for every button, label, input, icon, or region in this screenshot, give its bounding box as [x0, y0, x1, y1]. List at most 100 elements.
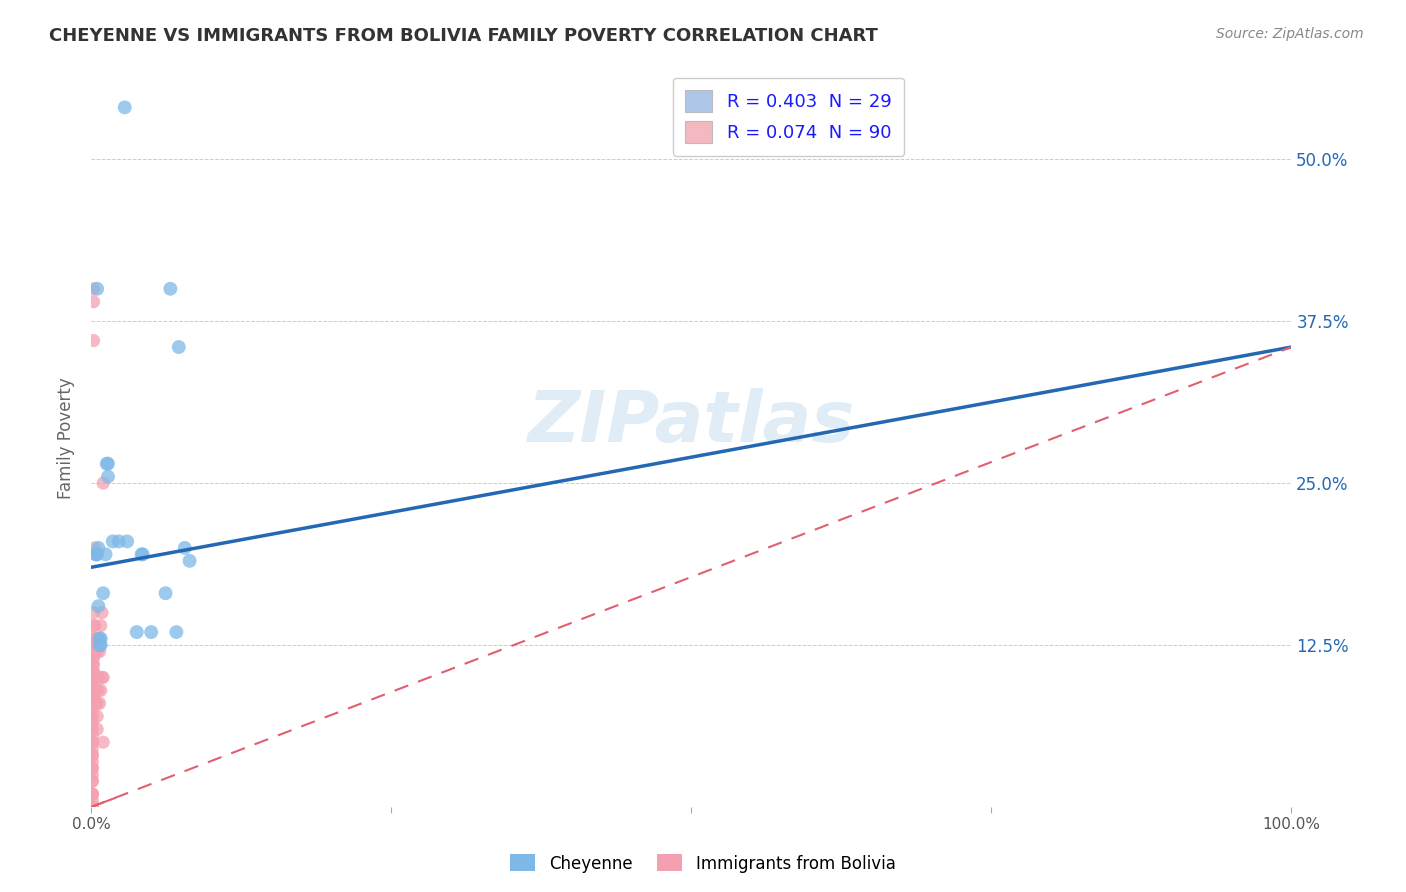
Point [167, 340, 190, 354]
Point [82, 800, 104, 814]
Point [83, 282, 105, 296]
Point [82, 709, 104, 723]
Point [155, 586, 177, 600]
Point [82, 800, 104, 814]
Point [131, 547, 153, 561]
Point [82, 800, 104, 814]
Text: Source: ZipAtlas.com: Source: ZipAtlas.com [1216, 27, 1364, 41]
Point [82, 800, 104, 814]
Point [84, 670, 107, 684]
Point [97, 469, 120, 483]
Point [141, 625, 163, 640]
Point [82, 800, 104, 814]
Point [87, 670, 110, 684]
Point [87, 541, 110, 555]
Point [82, 800, 104, 814]
Point [82, 709, 104, 723]
Point [83, 632, 105, 646]
Point [82, 729, 104, 743]
Point [82, 735, 104, 749]
Point [90, 683, 112, 698]
Point [82, 800, 104, 814]
Point [90, 618, 112, 632]
Point [82, 800, 104, 814]
Point [82, 800, 104, 814]
Point [173, 541, 195, 555]
Point [91, 670, 114, 684]
Point [91, 586, 114, 600]
Point [97, 457, 120, 471]
Point [82, 800, 104, 814]
Point [89, 696, 111, 710]
Point [82, 683, 104, 698]
Point [82, 696, 104, 710]
Point [107, 534, 129, 549]
Point [82, 800, 104, 814]
Point [90, 638, 112, 652]
Point [159, 282, 181, 296]
Text: CHEYENNE VS IMMIGRANTS FROM BOLIVIA FAMILY POVERTY CORRELATION CHART: CHEYENNE VS IMMIGRANTS FROM BOLIVIA FAMI… [49, 27, 879, 45]
Point [82, 800, 104, 814]
Point [89, 638, 111, 652]
Point [82, 748, 104, 763]
Point [83, 651, 105, 665]
Point [82, 755, 104, 769]
Point [83, 670, 105, 684]
Point [82, 670, 104, 684]
Point [82, 787, 104, 801]
Point [115, 534, 138, 549]
Point [86, 547, 108, 561]
Point [83, 618, 105, 632]
Point [86, 282, 108, 296]
Point [125, 625, 148, 640]
Point [96, 457, 118, 471]
Point [82, 800, 104, 814]
Point [83, 618, 105, 632]
Point [87, 599, 110, 614]
Point [82, 800, 104, 814]
Point [82, 800, 104, 814]
Point [84, 547, 107, 561]
Point [82, 767, 104, 781]
Y-axis label: Family Poverty: Family Poverty [58, 377, 75, 499]
Legend: Cheyenne, Immigrants from Bolivia: Cheyenne, Immigrants from Bolivia [503, 847, 903, 880]
Point [84, 696, 107, 710]
Point [82, 748, 104, 763]
Point [83, 670, 105, 684]
Point [83, 334, 105, 348]
Legend: R = 0.403  N = 29, R = 0.074  N = 90: R = 0.403 N = 29, R = 0.074 N = 90 [672, 78, 904, 156]
Point [89, 632, 111, 646]
Point [82, 774, 104, 789]
Point [82, 800, 104, 814]
Point [82, 664, 104, 678]
Point [82, 703, 104, 717]
Point [82, 800, 104, 814]
Point [83, 638, 105, 652]
Point [83, 690, 105, 704]
Point [86, 696, 108, 710]
Point [132, 547, 155, 561]
Point [83, 632, 105, 646]
Point [82, 644, 104, 658]
Point [165, 625, 187, 640]
Point [83, 664, 105, 678]
Point [83, 657, 105, 672]
Point [82, 793, 104, 807]
Point [82, 723, 104, 737]
Point [82, 761, 104, 775]
Point [86, 723, 108, 737]
Point [82, 735, 104, 749]
Point [82, 800, 104, 814]
Point [94, 547, 117, 561]
Point [90, 632, 112, 646]
Point [82, 761, 104, 775]
Point [101, 534, 124, 549]
Point [82, 774, 104, 789]
Point [114, 100, 136, 114]
Point [82, 787, 104, 801]
Point [82, 715, 104, 730]
Point [84, 683, 107, 698]
Point [91, 476, 114, 491]
Text: ZIPatlas: ZIPatlas [527, 389, 855, 458]
Point [91, 735, 114, 749]
